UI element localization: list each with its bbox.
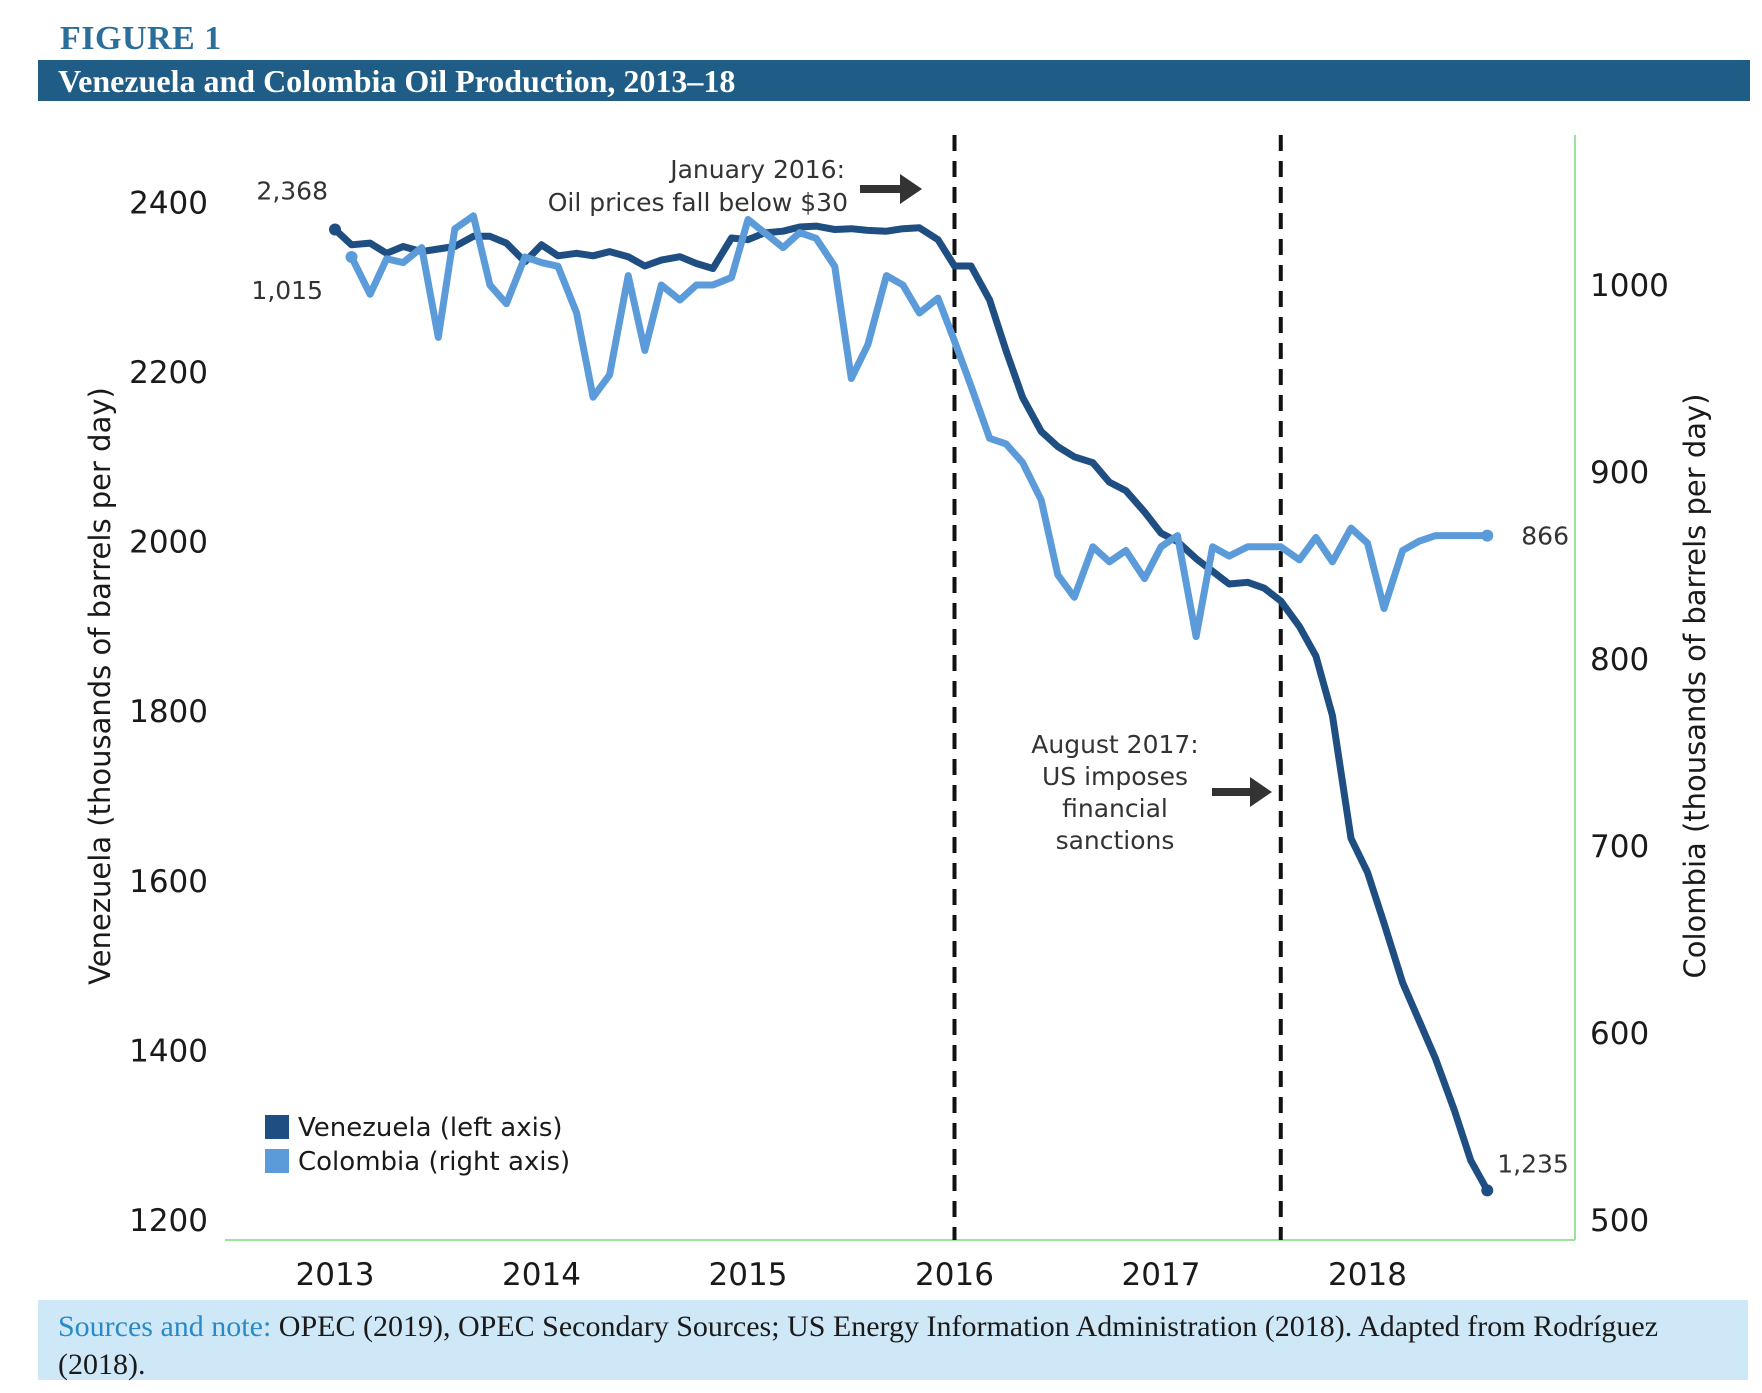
left-tick-label: 2000 — [129, 525, 208, 561]
axes-layer: 2013 2014 2015 2016 2017 2018 2400 2200 2000 1800… — [83, 135, 1712, 1293]
oil-production-chart: 2013 2014 2015 2016 2017 2018 2400 2200 2000 1800… — [83, 135, 1712, 1293]
reference-lines: January 2016: Oil prices fall below $30 Au… — [548, 135, 1283, 1240]
left-tick-label: 2200 — [129, 355, 208, 391]
legend-label: Colombia (right axis) — [298, 1147, 570, 1177]
right-tick-label: 1000 — [1590, 268, 1669, 304]
labels-layer: 2,368 1,015 866 1,235 — [251, 177, 1569, 1197]
source-note-text: OPEC (2019), OPEC Secondary Sources; US … — [58, 1310, 1659, 1381]
data-point-label: 866 — [1521, 522, 1569, 551]
x-tick-label: 2016 — [915, 1257, 994, 1293]
source-note-box: Sources and note: OPEC (2019), OPEC Seco… — [38, 1300, 1748, 1381]
legend: Venezuela (left axis) Colombia (right axi… — [265, 1113, 570, 1177]
chart-title: Venezuela and Colombia Oil Production, 2… — [58, 63, 736, 99]
data-point-label: 1,235 — [1497, 1149, 1569, 1178]
x-tick-label: 2014 — [502, 1257, 581, 1293]
legend-label: Venezuela (left axis) — [298, 1113, 563, 1143]
right-axis-title: Colombia (thousands of barrels per day) — [1678, 394, 1712, 979]
left-tick-label: 1800 — [129, 694, 208, 730]
legend-swatch — [265, 1115, 289, 1139]
right-tick-label: 800 — [1590, 642, 1649, 678]
data-point-label: 1,015 — [251, 276, 323, 305]
left-tick-label: 2400 — [129, 185, 208, 221]
x-tick-label: 2018 — [1328, 1257, 1407, 1293]
right-tick-label: 900 — [1590, 455, 1649, 491]
endpoint-marker — [345, 250, 358, 263]
right-tick-label: 700 — [1590, 829, 1649, 865]
arrow-icon — [860, 174, 922, 204]
series-layer — [331, 212, 1491, 1194]
data-point-label: 2,368 — [256, 177, 328, 206]
right-tick-label: 600 — [1590, 1016, 1649, 1052]
endpoint-marker — [329, 223, 341, 236]
endpoint-marker — [1481, 1184, 1494, 1197]
endpoint-marker — [1481, 529, 1494, 542]
annotation-line: August 2017: — [1031, 730, 1198, 759]
annotation-line: sanctions — [1056, 826, 1175, 855]
annotation-line: Oil prices fall below $30 — [548, 188, 848, 217]
x-tick-label: 2013 — [296, 1257, 375, 1293]
title-bar: Venezuela and Colombia Oil Production, 2… — [38, 60, 1750, 101]
left-tick-label: 1600 — [129, 864, 208, 900]
right-tick-label: 500 — [1590, 1203, 1649, 1239]
left-axis-title: Venezuela (thousands of barrels per day) — [83, 387, 117, 985]
arrow-icon — [1212, 777, 1272, 807]
left-tick-label: 1200 — [129, 1203, 208, 1239]
venezuela-line — [331, 222, 1491, 1194]
legend-swatch — [265, 1149, 289, 1173]
annotation-line: financial — [1062, 794, 1168, 823]
source-note: Sources and note: OPEC (2019), OPEC Seco… — [58, 1308, 1738, 1384]
annotation-line: US imposes — [1042, 762, 1188, 791]
x-tick-label: 2017 — [1122, 1257, 1201, 1293]
colombia-line — [348, 212, 1491, 641]
figure-label: FIGURE 1 — [60, 20, 222, 57]
annotation-line: January 2016: — [668, 155, 845, 184]
x-tick-label: 2015 — [709, 1257, 788, 1293]
source-note-label: Sources and note: — [58, 1310, 272, 1343]
left-tick-label: 1400 — [129, 1033, 208, 1069]
